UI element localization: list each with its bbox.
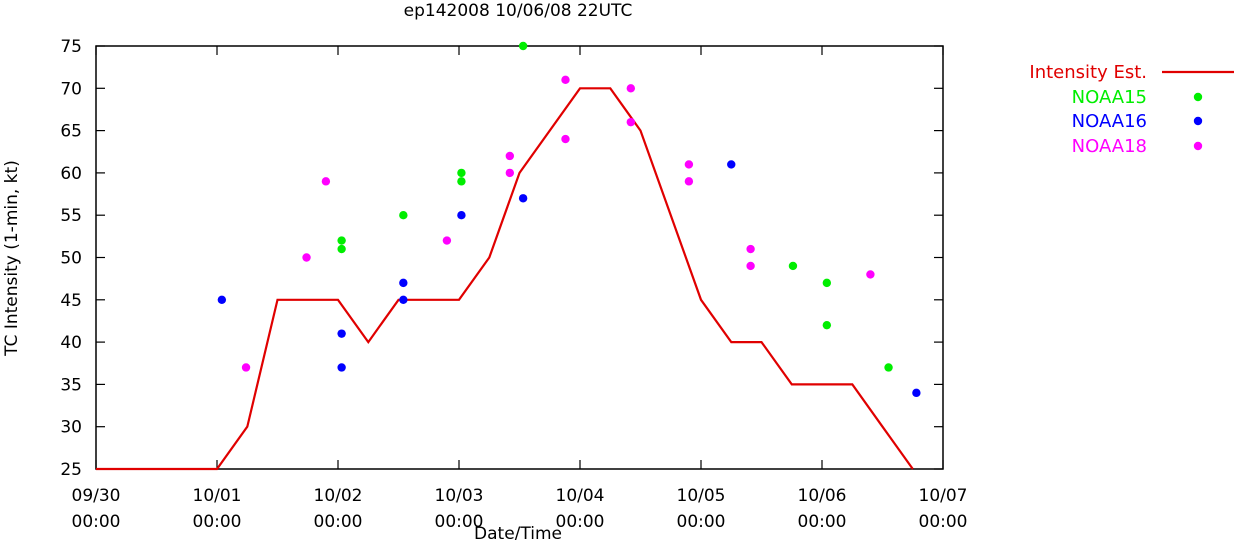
x-tick-date-label: 10/02 [314,486,363,506]
chart-title: ep142008 10/06/08 22UTC [404,1,633,21]
x-tick-time-label: 00:00 [435,512,484,532]
y-tick-label: 60 [60,164,82,184]
data-point [727,160,736,169]
x-tick-date-label: 10/01 [193,486,242,506]
plot-frame [95,45,944,470]
series-noaa16 [217,160,921,398]
y-axis: 25 30 35 40 45 50 55 60 65 70 75 [60,37,943,480]
data-point [399,211,408,220]
y-tick-label: 40 [60,333,82,353]
series-noaa18 [241,75,875,372]
data-point [626,84,636,93]
plot-border [95,45,944,470]
data-point [505,168,515,178]
y-tick-label: 45 [60,291,82,311]
series-noaa15 [337,41,893,372]
x-tick-date-label: 10/07 [919,486,968,506]
data-point [399,295,408,304]
y-tick-label: 65 [60,122,82,142]
legend-marker-swatch [1193,116,1203,126]
y-tick-label: 25 [60,460,82,480]
series-layer [96,41,921,471]
data-point [457,177,466,186]
x-tick-date-label: 10/04 [556,486,605,506]
data-point [399,278,408,288]
series-intensity-est- [96,87,914,471]
x-tick-date-label: 10/05 [677,486,726,506]
legend: Intensity Est. NOAA15 NOAA16 NOAA18 [1029,62,1234,157]
data-point [884,363,893,372]
legend-label: NOAA16 [1072,111,1147,132]
legend-label: NOAA18 [1072,136,1147,157]
y-tick-label: 70 [60,79,82,99]
x-tick-time-label: 00:00 [798,512,847,532]
legend-marker-swatch [1193,141,1203,151]
data-point [217,295,227,304]
y-tick-label: 35 [60,375,82,395]
data-point [442,236,452,245]
data-point [518,41,528,51]
data-point [337,244,346,254]
data-point [626,117,636,127]
data-point [684,177,694,186]
x-tick-time-label: 00:00 [193,512,242,532]
data-point [321,177,331,186]
legend-label: NOAA15 [1072,87,1147,108]
data-point [561,75,570,85]
x-tick-date-label: 09/30 [72,486,121,506]
x-tick-time-label: 00:00 [556,512,605,532]
data-point [337,236,346,245]
data-point [746,261,755,271]
data-point [337,363,346,372]
data-point [746,244,755,254]
x-tick-date-label: 10/06 [798,486,847,506]
legend-marker-swatch [1193,92,1203,102]
y-tick-label: 50 [60,249,82,269]
data-point [457,211,466,220]
x-tick-time-label: 00:00 [72,512,121,532]
data-point [912,388,921,398]
y-tick-label: 55 [60,206,82,226]
x-tick-time-label: 00:00 [919,512,968,532]
data-point [684,160,694,169]
x-tick-time-label: 00:00 [314,512,363,532]
data-point [505,151,515,161]
data-point [302,253,311,262]
x-axis: 09/30 00:00 10/01 00:00 10/02 00:00 10/03 00:00… [72,46,968,532]
data-point [788,261,798,271]
x-tick-time-label: 00:00 [677,512,726,532]
data-point [337,329,346,338]
intensity-line [96,87,914,471]
y-tick-label: 30 [60,418,82,438]
data-point [561,134,570,144]
data-point [518,194,528,203]
data-point [822,320,832,330]
x-axis-label: Date/Time [474,524,562,540]
x-tick-date-label: 10/03 [435,486,484,506]
data-point [822,278,832,288]
data-point [241,363,251,372]
y-tick-label: 75 [60,37,82,57]
data-point [457,168,466,178]
y-axis-label: TC Intensity (1-min, kt) [2,160,22,357]
data-point [866,270,875,279]
legend-label: Intensity Est. [1029,62,1147,83]
